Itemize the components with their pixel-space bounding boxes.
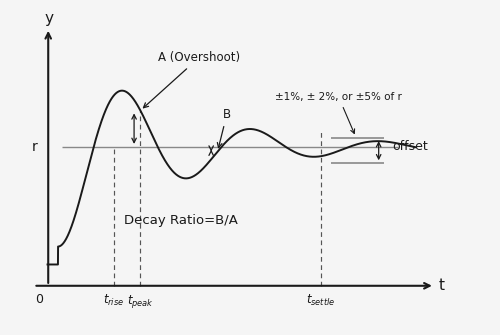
Text: ±1%, ± 2%, or ±5% of r: ±1%, ± 2%, or ±5% of r [276,92,402,133]
Text: $t_{peak}$: $t_{peak}$ [127,292,154,310]
Text: 0: 0 [35,292,43,306]
Text: $t_{settle}$: $t_{settle}$ [306,292,336,308]
Text: r: r [32,140,37,154]
Text: A (Overshoot): A (Overshoot) [144,51,240,108]
Text: t: t [438,278,444,293]
Text: y: y [45,11,54,26]
Text: B: B [218,108,231,148]
Text: $t_{rise}$: $t_{rise}$ [104,292,124,308]
Text: offset: offset [392,140,428,153]
Text: Decay Ratio=B/A: Decay Ratio=B/A [124,214,238,227]
